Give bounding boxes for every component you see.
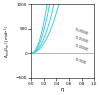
Text: T=700K: T=700K [74,58,87,65]
Text: T=1500K: T=1500K [74,35,88,44]
Text: T=2000K: T=2000K [74,28,88,36]
X-axis label: η: η [61,87,64,92]
Y-axis label: $\Delta_{mix}G_{m}$ (J mol$^{-1}$): $\Delta_{mix}G_{m}$ (J mol$^{-1}$) [3,24,13,58]
Text: T=1000K: T=1000K [74,43,88,51]
